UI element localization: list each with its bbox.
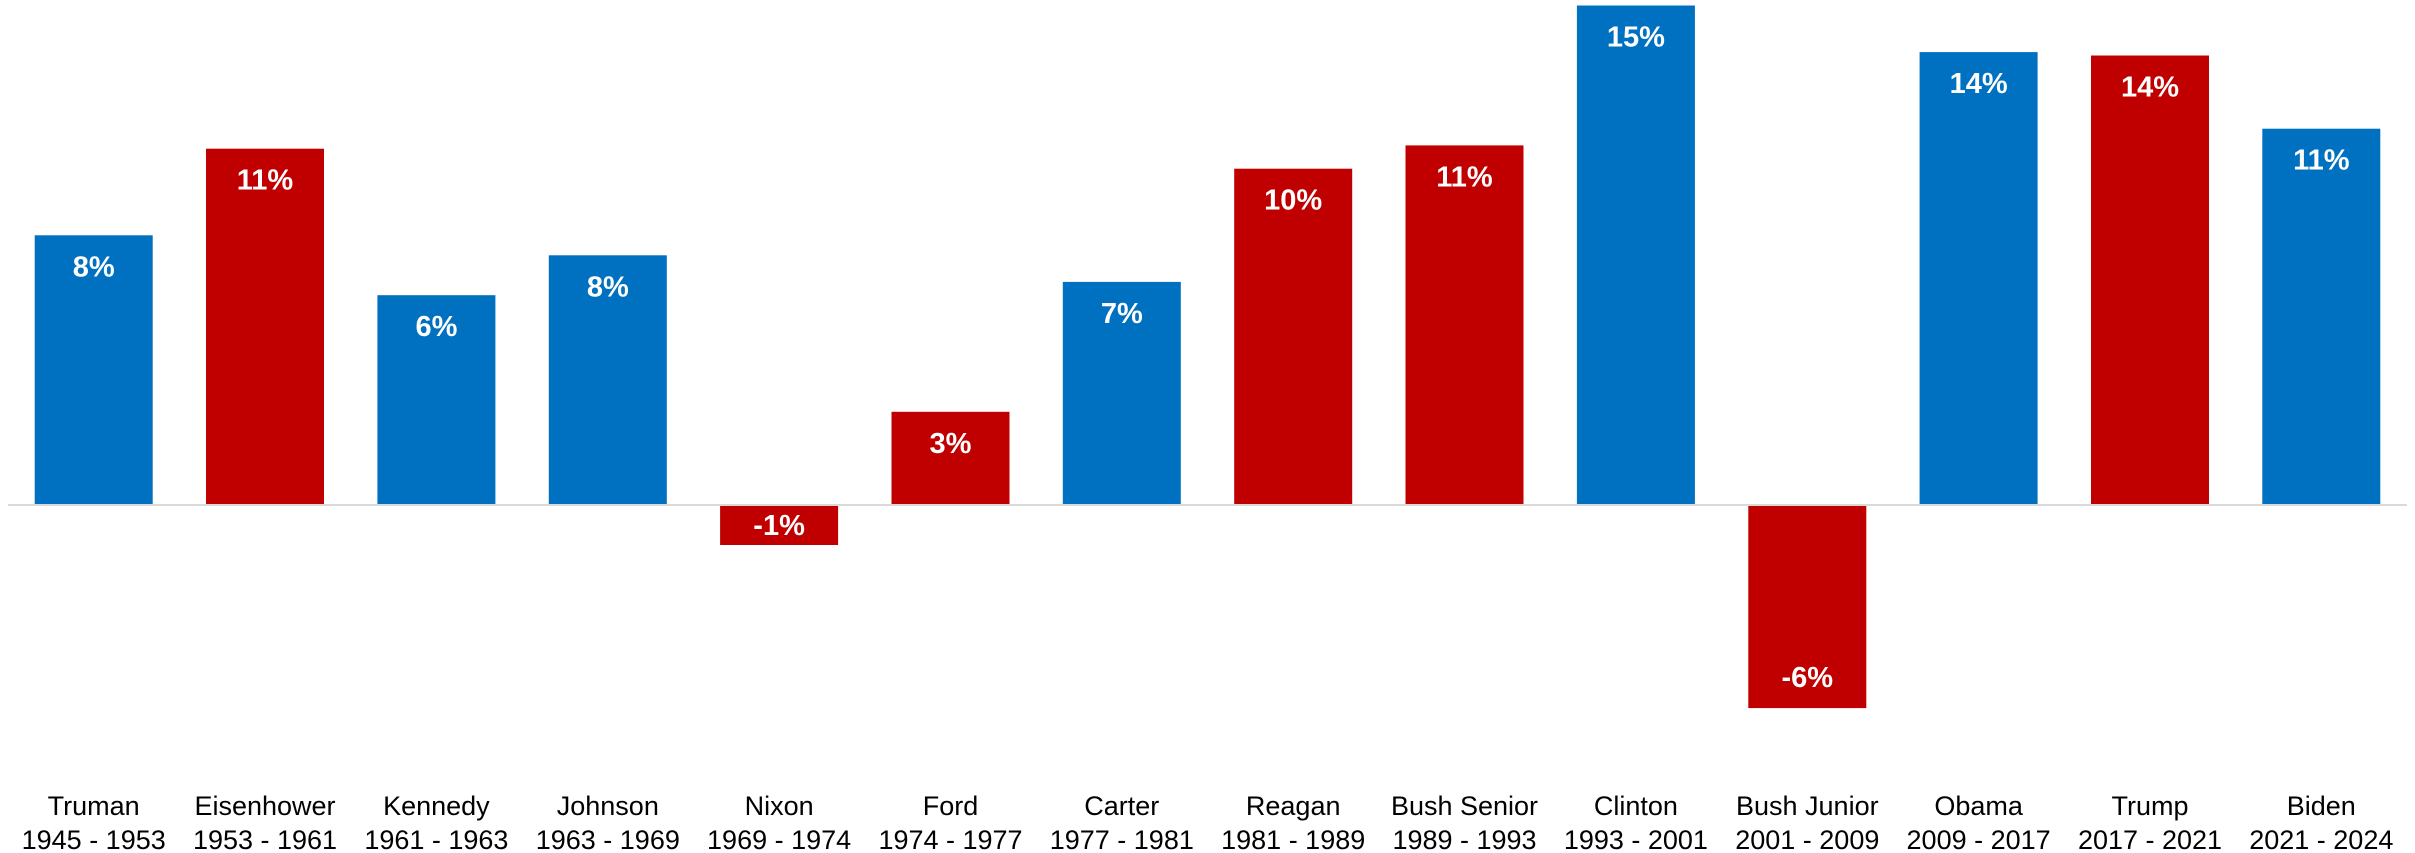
category-label: Biden: [2287, 791, 2356, 821]
category-label: Bush Junior: [1736, 791, 1879, 821]
category-years-label: 1969 - 1974: [707, 825, 851, 853]
category-label: Nixon: [745, 791, 814, 821]
bar-bush-senior: [1405, 145, 1524, 505]
category-label: Trump: [2111, 791, 2188, 821]
data-label: 11%: [2293, 145, 2350, 177]
category-years-label: 1993 - 2001: [1564, 825, 1708, 853]
category-years-label: 2017 - 2021: [2078, 825, 2222, 853]
category-years-label: 2021 - 2024: [2249, 825, 2393, 853]
category-labels-layer: Truman 1945 - 1953 Eisenhower 1953 - 1961 Ke…: [22, 791, 2394, 853]
bar-johnson: [548, 255, 667, 505]
data-label: 14%: [2121, 72, 2179, 104]
bar-reagan: [1234, 168, 1353, 505]
category-years-label: 1953 - 1961: [193, 825, 337, 853]
category-years-label: 1945 - 1953: [22, 825, 166, 853]
bar-trump: [2091, 55, 2209, 505]
category-years-label: 1989 - 1993: [1392, 825, 1536, 853]
bar-bush-junior: [1748, 505, 1867, 709]
category-label: Bush Senior: [1391, 791, 1538, 821]
data-label: 8%: [73, 251, 115, 283]
bar-nixon: [720, 505, 839, 545]
data-label: -1%: [753, 510, 805, 542]
bar-truman: [34, 235, 153, 506]
data-label: 6%: [415, 311, 457, 343]
category-years-label: 1981 - 1989: [1221, 825, 1365, 853]
bar-clinton: [1576, 5, 1695, 505]
category-label: Kennedy: [383, 791, 490, 821]
bar-eisenhower: [206, 148, 324, 505]
category-label: Obama: [1934, 791, 2024, 821]
category-label: Carter: [1084, 791, 1159, 821]
bar-kennedy: [377, 295, 496, 505]
category-label: Ford: [923, 791, 979, 821]
bars-layer: [34, 5, 2381, 709]
data-label: -6%: [1782, 662, 1834, 694]
data-label: 15%: [1607, 22, 1665, 54]
category-years-label: 1974 - 1977: [878, 825, 1022, 853]
category-label: Truman: [48, 791, 140, 821]
bar-biden: [2262, 128, 2381, 505]
bar-carter: [1062, 281, 1181, 505]
data-label: 14%: [1950, 68, 2008, 100]
data-label: 11%: [237, 165, 294, 197]
data-label: 8%: [587, 271, 629, 303]
data-label: 11%: [1436, 161, 1493, 193]
data-label: 7%: [1101, 298, 1143, 330]
data-labels-layer: 8% 11% 6% 8% -1% 3% 7% 10% 11% 15% -6% 14% 14% 11%: [73, 22, 2350, 695]
bar-obama: [1919, 52, 2038, 505]
data-label: 10%: [1264, 185, 1322, 217]
data-label: 3%: [930, 428, 972, 460]
category-years-label: 1977 - 1981: [1050, 825, 1194, 853]
category-years-label: 2001 - 2009: [1735, 825, 1879, 853]
category-years-label: 1963 - 1969: [536, 825, 680, 853]
bar-ford: [891, 411, 1010, 505]
category-label: Clinton: [1594, 791, 1678, 821]
category-years-label: 1961 - 1963: [364, 825, 508, 853]
category-label: Johnson: [557, 791, 659, 821]
category-years-label: 2009 - 2017: [1907, 825, 2051, 853]
category-label: Reagan: [1246, 791, 1341, 821]
category-label: Eisenhower: [194, 791, 335, 821]
